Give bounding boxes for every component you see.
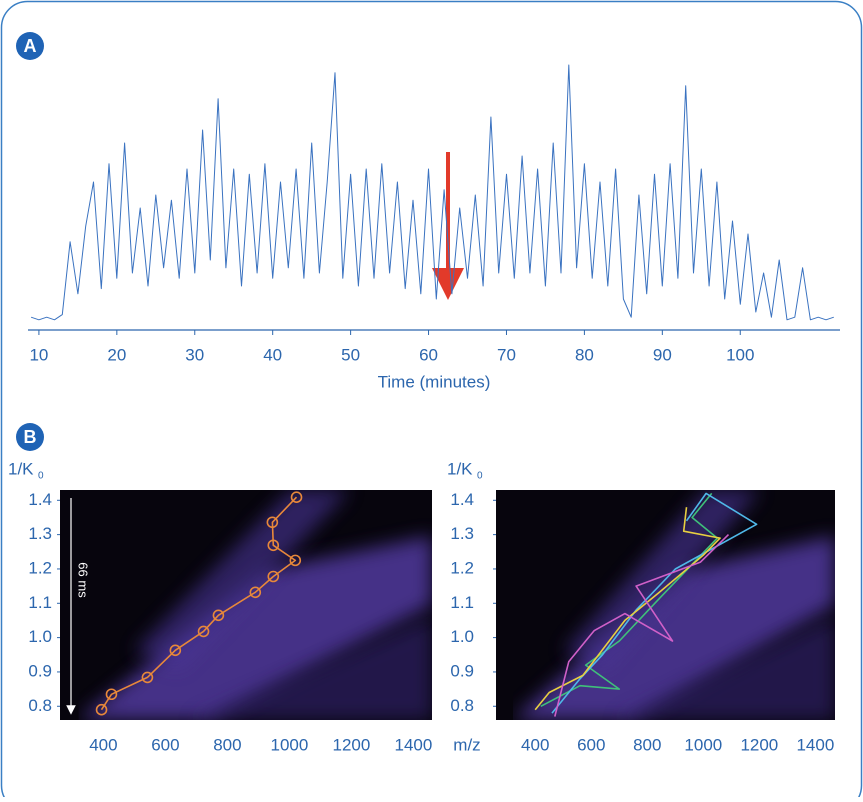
x-tick-label: 1400	[796, 735, 834, 754]
y-tick-label: 1.2	[28, 558, 52, 577]
x-axis-label: Time (minutes)	[378, 372, 491, 391]
series-line	[540, 492, 719, 708]
y-tick-label: 1.0	[450, 627, 474, 646]
panel-label: B	[24, 427, 37, 447]
x-tick-label: 1400	[394, 735, 432, 754]
x-tick-label: 80	[575, 345, 594, 364]
series-line	[30, 64, 834, 321]
y-axis-label: 1/K	[8, 459, 34, 478]
data-point	[290, 491, 303, 504]
x-tick-label: 100	[726, 345, 754, 364]
density-band	[134, 490, 350, 669]
y-axis-label-subscript: 0	[477, 471, 483, 482]
x-tick-label: 30	[185, 345, 204, 364]
x-tick-label: 20	[107, 345, 126, 364]
x-tick-label: 1000	[684, 735, 722, 754]
y-tick-label: 1.1	[450, 593, 474, 612]
data-point	[95, 703, 108, 716]
series-line	[554, 534, 730, 717]
y-tick-label: 1.3	[450, 524, 474, 543]
y-tick-label: 0.9	[450, 661, 474, 680]
data-point	[197, 625, 210, 638]
data-point	[105, 688, 118, 701]
data-point	[267, 570, 280, 583]
panel-badge	[16, 32, 44, 60]
y-tick-label: 1.4	[28, 490, 52, 509]
x-tick-label: 50	[341, 345, 360, 364]
x-tick-label: 10	[29, 345, 48, 364]
x-tick-label: 1200	[740, 735, 778, 754]
x-tick-label: 600	[577, 735, 605, 754]
x-tick-label: 40	[263, 345, 282, 364]
x-tick-label: 800	[633, 735, 661, 754]
density-band	[615, 617, 835, 721]
x-tick-label: 70	[497, 345, 516, 364]
y-tick-label: 1.3	[28, 524, 52, 543]
y-tick-label: 0.8	[450, 696, 474, 715]
density-band	[79, 536, 432, 720]
data-point	[289, 554, 302, 567]
data-point	[249, 586, 262, 599]
y-tick-label: 1.2	[450, 558, 474, 577]
density-map	[513, 490, 835, 720]
y-tick-label: 0.8	[28, 696, 52, 715]
series-line	[100, 496, 298, 711]
density-band	[190, 617, 432, 721]
y-axis-label: 1/K	[447, 459, 473, 478]
x-tick-label: 400	[89, 735, 117, 754]
density-map	[79, 490, 432, 720]
x-tick-label: 1200	[332, 735, 370, 754]
x-tick-label: 1000	[270, 735, 308, 754]
x-tick-label: 800	[213, 735, 241, 754]
panel-label: A	[24, 36, 37, 56]
data-point	[266, 516, 279, 529]
data-point	[267, 539, 280, 552]
data-point	[212, 609, 225, 622]
x-tick-label: 90	[653, 345, 672, 364]
data-point	[169, 644, 182, 657]
panel-badge	[16, 423, 44, 451]
x-tick-label: 60	[419, 345, 438, 364]
y-tick-label: 1.0	[28, 627, 52, 646]
x-tick-label: 400	[521, 735, 549, 754]
y-tick-label: 1.4	[450, 490, 474, 509]
data-point	[141, 671, 154, 684]
y-tick-label: 1.1	[28, 593, 52, 612]
x-axis-label: m/z	[453, 735, 480, 754]
y-axis-label-subscript: 0	[38, 471, 44, 482]
y-tick-label: 0.9	[28, 661, 52, 680]
series-line	[534, 507, 721, 711]
annotation: 66 ms	[76, 562, 91, 598]
x-tick-label: 600	[151, 735, 179, 754]
density-band	[564, 490, 761, 669]
density-band	[513, 536, 835, 720]
